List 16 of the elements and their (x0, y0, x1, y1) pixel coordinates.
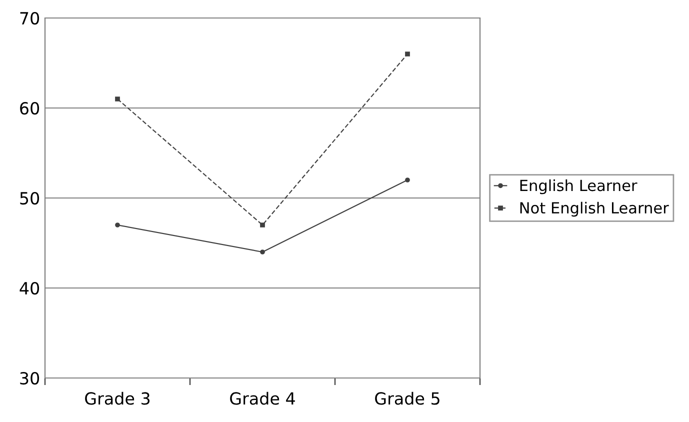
point (115, 222, 120, 228)
legend-label: English Learner (520, 179, 638, 194)
y-tick-label: 70 (20, 12, 40, 25)
x-tick-label: Grade 5 (375, 392, 440, 405)
legend-label: Not English Learner (520, 202, 669, 217)
point (405, 52, 410, 56)
x-tick-label: Grade 3 (85, 392, 150, 405)
point (260, 250, 265, 254)
y-tick-label: 50 (20, 192, 40, 205)
y-tick-label: 30 (20, 372, 40, 385)
y-tick-label: 60 (20, 102, 40, 115)
point (405, 178, 410, 182)
point (260, 222, 265, 228)
point (115, 96, 120, 102)
x-tick-label: Grade 4 (230, 392, 295, 405)
y-tick-label: 40 (20, 282, 40, 295)
